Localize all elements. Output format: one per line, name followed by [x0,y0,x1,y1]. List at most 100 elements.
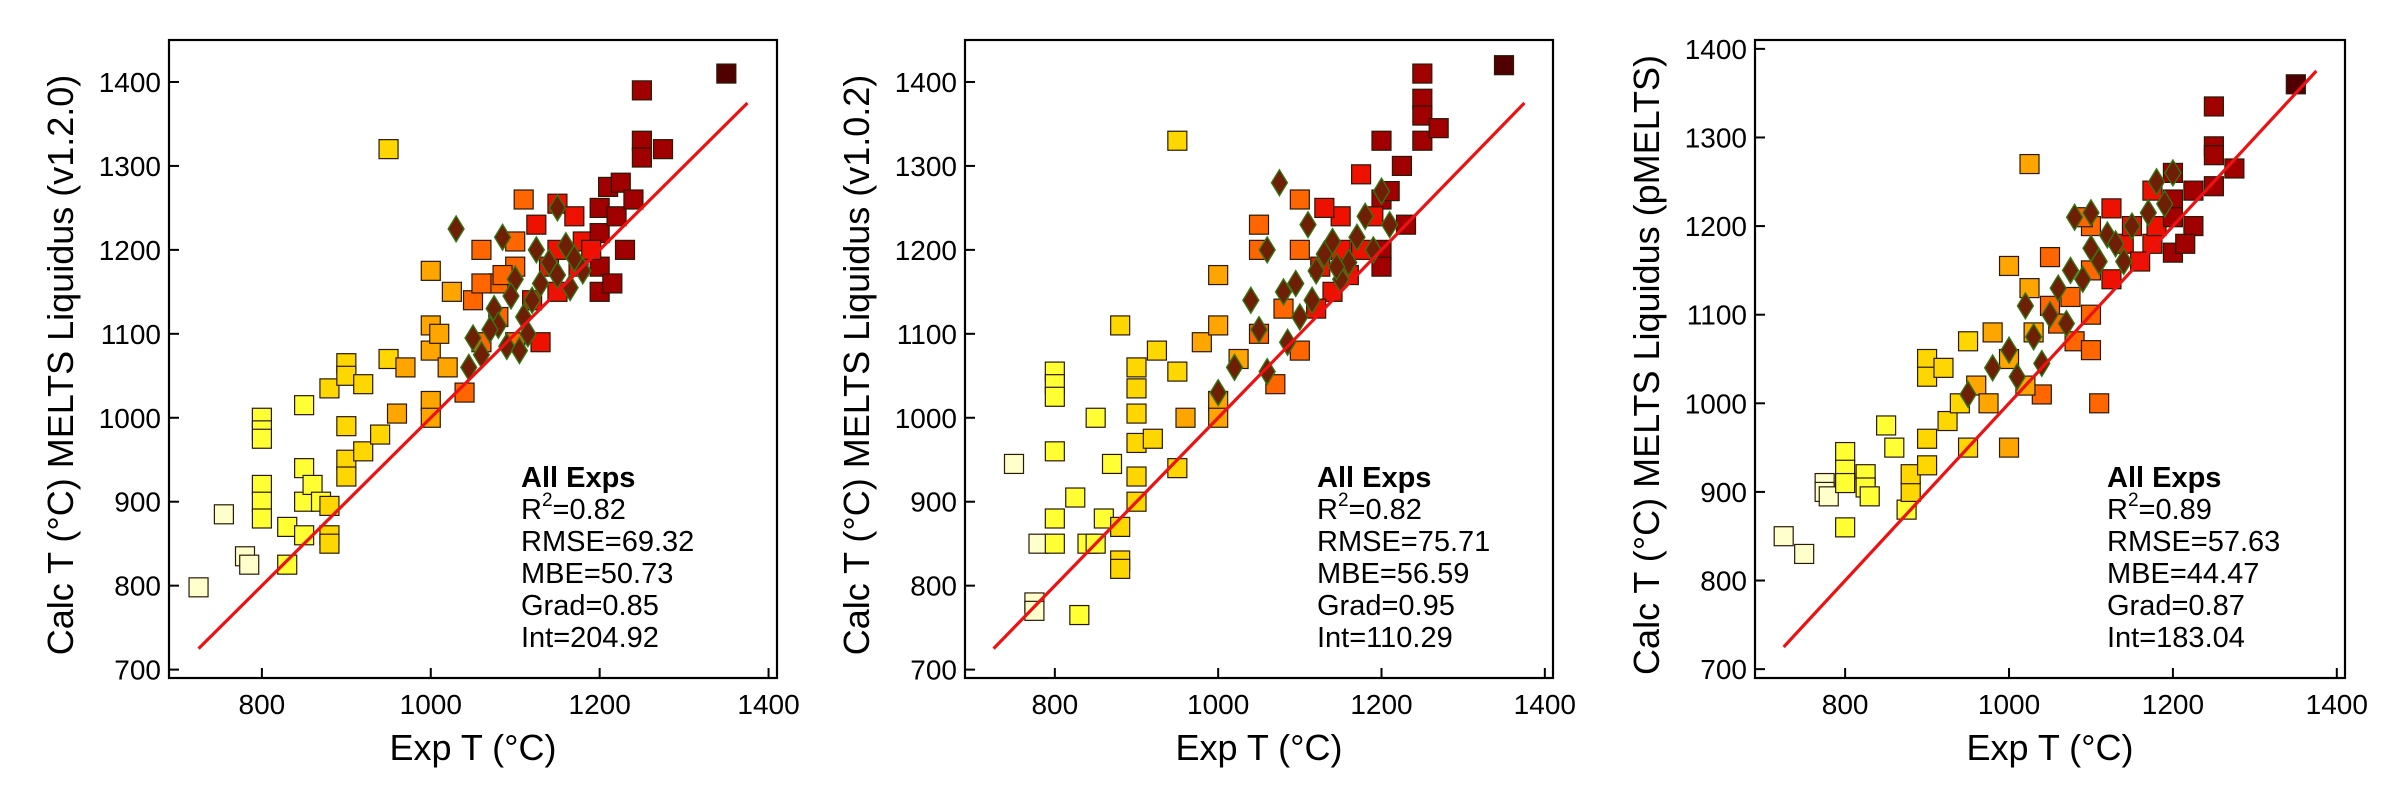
data-point-square [420,390,441,412]
x-tick-label: 1000 [1978,689,2040,720]
data-point-square [1412,105,1433,126]
data-point-diamond [1225,353,1244,382]
stats-heading: All Exps [2107,462,2221,494]
data-point-square [2089,393,2110,414]
data-point-square [1146,340,1168,361]
x-axis-title: Exp T (°C) [1966,727,2133,768]
data-point-square [336,466,357,487]
x-axis-title: Exp T (°C) [389,727,556,768]
stats-r2: R2=0.82 [521,490,626,526]
data-point-diamond [2106,229,2125,259]
data-point-square [1998,437,2020,458]
data-point-square [2203,145,2224,166]
data-point-square [471,273,492,294]
x-tick-label: 1400 [737,689,799,720]
y-tick-label: 900 [910,487,957,518]
data-point-square [1126,466,1147,487]
stats-r2-prefix: R [1317,494,1338,526]
data-point-square [1412,130,1433,151]
data-point-square [1412,88,1433,109]
y-tick-label: 1300 [895,151,957,182]
data-point-square [437,357,458,378]
y-tick-label: 1000 [99,403,161,434]
data-point-square [1371,130,1392,151]
x-tick-label: 1400 [2306,689,2368,720]
x-tick-label: 1000 [1187,689,1249,720]
data-point-square [1085,407,1106,428]
x-tick-label: 1200 [1350,689,1412,720]
data-point-square [1859,486,1880,507]
data-point-diamond [1209,378,1227,407]
data-point-square [1044,508,1065,529]
plot-frame [963,38,1555,680]
stats-int: Int=204.92 [521,622,659,654]
data-point-diamond [447,214,465,244]
data-point-square [2101,269,2122,290]
data-point-square [420,260,441,281]
data-point-square [471,239,492,260]
data-point-square [1069,604,1090,626]
y-tick-label: 700 [1700,654,1747,685]
data-point-square [623,189,644,210]
y-tick-label: 800 [1700,566,1747,597]
data-point-square [188,577,209,598]
y-tick-label: 1100 [101,319,161,350]
data-point-square [526,214,547,235]
x-tick-label: 1200 [2142,689,2204,720]
data-point-diamond [2061,256,2080,285]
data-point-square [1167,361,1188,382]
data-point-diamond [548,260,567,290]
data-point-square [1835,472,1856,494]
data-point-square [239,554,260,575]
y-tick-label: 1300 [99,151,161,182]
data-point-square [1126,403,1147,424]
data-point-square [1167,130,1188,151]
y-tick-label: 1300 [1685,122,1747,153]
data-point-diamond [1270,168,1289,197]
stats-heading: All Exps [1317,462,1431,494]
data-point-square [1126,378,1147,399]
stats-rmse: RMSE=75.71 [1317,526,1490,558]
data-point-square [513,189,534,210]
stats-int: Int=110.29 [1317,622,1453,654]
data-point-diamond [1323,227,1342,256]
y-tick-label: 900 [1700,477,1747,508]
data-point-square [614,239,636,260]
data-point-square [378,139,399,160]
one-to-one-line [1782,69,2318,649]
data-point-square [1937,410,1958,432]
data-point-square [353,374,374,395]
data-point-square [1835,517,1856,538]
data-point-square [251,508,272,529]
x-tick-label: 1000 [400,689,462,720]
data-point-square [2203,176,2224,197]
data-point-square [589,197,610,218]
data-point-square [2175,233,2196,254]
data-point-square [631,80,652,101]
data-point-square [319,533,340,554]
stats-heading: All Exps [521,462,635,494]
data-point-square [2080,340,2102,361]
data-point-square [1900,481,1921,503]
y-tick-label: 1200 [895,235,957,266]
data-point-diamond [1380,210,1399,239]
data-point-diamond [1327,252,1346,281]
data-point-square [420,340,441,361]
data-point-diamond [1274,277,1293,307]
data-point-square [370,424,391,445]
data-point-square [319,495,340,517]
data-point-square [395,357,416,378]
data-point-square [1978,393,1999,414]
y-tick-label: 1000 [895,403,957,434]
data-point-diamond [2016,291,2035,321]
one-to-one-line [197,101,749,650]
one-to-one-line [992,101,1526,650]
data-point-diamond [1291,302,1309,332]
plot-frame [1753,38,2347,680]
data-point-diamond [1286,269,1305,298]
data-point-square [631,130,652,151]
data-point-diamond [2114,247,2133,276]
data-point-square [1191,332,1212,353]
stats-r2-exponent: 2 [542,490,553,511]
data-point-square [1142,428,1163,449]
